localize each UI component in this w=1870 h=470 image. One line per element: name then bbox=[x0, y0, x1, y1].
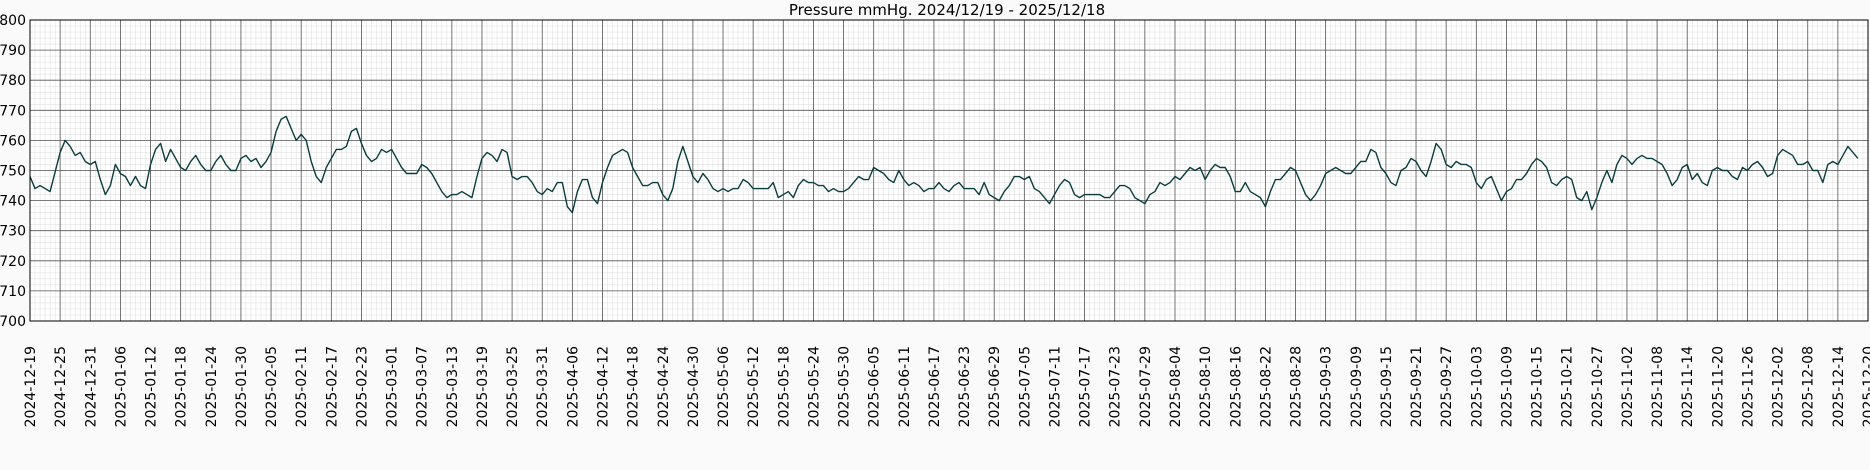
x-tick-label: 2025-09-21 bbox=[1409, 346, 1425, 427]
x-tick-label: 2025-09-15 bbox=[1379, 346, 1395, 427]
y-tick-label: 780 bbox=[0, 73, 26, 89]
y-tick-label: 770 bbox=[0, 103, 26, 119]
x-tick-label: 2024-12-31 bbox=[83, 346, 99, 427]
x-tick-label: 2025-06-05 bbox=[867, 346, 883, 427]
x-tick-label: 2025-02-05 bbox=[264, 346, 280, 427]
chart-title: Pressure mmHg. 2024/12/19 - 2025/12/18 bbox=[789, 1, 1105, 19]
y-tick-label: 800 bbox=[0, 13, 26, 29]
x-tick-label: 2025-01-18 bbox=[174, 346, 190, 427]
x-tick-label: 2025-11-02 bbox=[1620, 346, 1636, 427]
series-line bbox=[29, 115, 1859, 214]
y-tick-label: 730 bbox=[0, 224, 26, 240]
x-tick-label: 2025-01-12 bbox=[144, 346, 160, 427]
x-tick-label: 2025-08-04 bbox=[1168, 346, 1184, 427]
x-tick-label: 2025-04-24 bbox=[656, 346, 672, 427]
x-tick-label: 2025-10-09 bbox=[1499, 346, 1515, 427]
x-tick-label: 2025-07-29 bbox=[1138, 346, 1154, 427]
x-tick-label: 2025-11-26 bbox=[1740, 346, 1756, 427]
x-tick-label: 2025-12-02 bbox=[1771, 346, 1787, 427]
x-tick-label: 2025-11-14 bbox=[1680, 346, 1696, 427]
x-tick-label: 2025-04-30 bbox=[686, 346, 702, 427]
x-tick-label: 2025-08-16 bbox=[1228, 346, 1244, 427]
x-tick-label: 2025-05-12 bbox=[746, 346, 762, 427]
x-tick-label: 2025-01-30 bbox=[234, 346, 250, 427]
x-tick-label: 2025-03-25 bbox=[505, 346, 521, 427]
x-tick-label: 2025-08-28 bbox=[1289, 346, 1305, 427]
x-tick-label: 2025-05-06 bbox=[716, 346, 732, 427]
y-axis-ticks: 700 710 720 730 740 750 760 770 780 790 800 bbox=[0, 13, 26, 330]
y-tick-label: 700 bbox=[0, 314, 26, 330]
y-tick-label: 790 bbox=[0, 43, 26, 59]
y-tick-label: 720 bbox=[0, 254, 26, 270]
x-tick-label: 2025-06-17 bbox=[927, 346, 943, 427]
x-tick-label: 2025-04-18 bbox=[626, 346, 642, 427]
x-tick-label: 2025-04-06 bbox=[565, 346, 581, 427]
x-tick-label: 2025-02-17 bbox=[324, 346, 340, 427]
x-tick-label: 2025-02-11 bbox=[294, 346, 310, 427]
x-tick-label: 2025-06-23 bbox=[957, 346, 973, 427]
x-tick-label: 2025-06-11 bbox=[897, 346, 913, 427]
x-tick-label: 2025-10-03 bbox=[1469, 346, 1485, 427]
x-tick-label: 2025-10-27 bbox=[1590, 346, 1606, 427]
x-tick-label: 2025-07-05 bbox=[1017, 346, 1033, 427]
x-tick-label: 2025-07-23 bbox=[1108, 346, 1124, 427]
x-tick-label: 2025-08-22 bbox=[1258, 346, 1274, 427]
x-tick-label: 2025-09-09 bbox=[1349, 346, 1365, 427]
x-tick-label: 2025-10-21 bbox=[1560, 346, 1576, 427]
y-tick-label: 750 bbox=[0, 164, 26, 180]
plot-frame bbox=[29, 19, 1869, 322]
x-tick-label: 2025-01-06 bbox=[113, 346, 129, 427]
x-tick-label: 2025-02-23 bbox=[354, 346, 370, 427]
x-tick-label: 2025-07-11 bbox=[1047, 346, 1063, 427]
y-tick-label: 760 bbox=[0, 133, 26, 149]
x-tick-label: 2025-05-18 bbox=[776, 346, 792, 427]
x-tick-label: 2025-10-15 bbox=[1530, 346, 1546, 427]
x-tick-label: 2025-12-20 bbox=[1861, 346, 1870, 427]
x-tick-label: 2025-03-31 bbox=[535, 346, 551, 427]
x-tick-label: 2025-11-20 bbox=[1710, 346, 1726, 427]
x-tick-label: 2025-08-10 bbox=[1198, 346, 1214, 427]
x-tick-label: 2025-03-13 bbox=[445, 346, 461, 427]
x-tick-label: 2025-03-01 bbox=[385, 346, 401, 427]
x-tick-label: 2025-05-24 bbox=[806, 346, 822, 427]
major-grid bbox=[29, 19, 1869, 322]
x-tick-label: 2025-04-12 bbox=[595, 346, 611, 427]
x-tick-label: 2025-05-30 bbox=[837, 346, 853, 427]
x-axis-ticks: 2024-12-19 2024-12-25 2024-12-31 2025-01-06… bbox=[23, 346, 1870, 427]
x-tick-label: 2025-03-19 bbox=[475, 346, 491, 427]
x-tick-label: 2025-09-03 bbox=[1319, 346, 1335, 427]
x-tick-label: 2025-06-29 bbox=[987, 346, 1003, 427]
y-tick-label: 740 bbox=[0, 194, 26, 210]
y-tick-label: 710 bbox=[0, 284, 26, 300]
x-tick-label: 2025-03-07 bbox=[415, 346, 431, 427]
series-layer bbox=[29, 115, 1859, 214]
x-tick-label: 2024-12-25 bbox=[53, 346, 69, 427]
x-tick-label: 2025-12-14 bbox=[1831, 346, 1847, 427]
x-tick-label: 2025-12-08 bbox=[1801, 346, 1817, 427]
x-tick-label: 2024-12-19 bbox=[23, 346, 39, 427]
x-tick-label: 2025-11-08 bbox=[1650, 346, 1666, 427]
x-tick-label: 2025-09-27 bbox=[1439, 346, 1455, 427]
x-tick-label: 2025-01-24 bbox=[204, 346, 220, 427]
x-tick-label: 2025-07-17 bbox=[1078, 346, 1094, 427]
